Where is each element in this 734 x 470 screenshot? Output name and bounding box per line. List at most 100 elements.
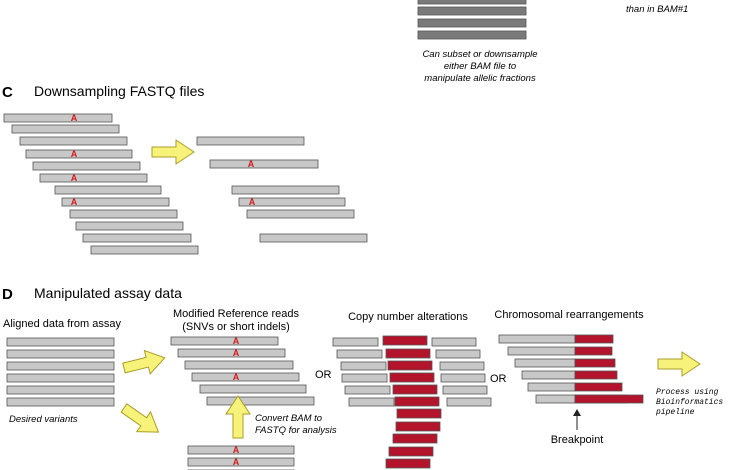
read <box>19 136 128 146</box>
read <box>11 124 120 134</box>
read <box>90 245 199 255</box>
read <box>231 185 340 195</box>
dark-read <box>417 6 527 16</box>
read <box>61 197 170 207</box>
fused-read <box>574 334 614 344</box>
panel-d: D Manipulated assay data Aligned data fr… <box>2 285 723 470</box>
variant-marker: A <box>233 445 240 455</box>
aligned-reads <box>6 337 115 407</box>
panel-c-title: Downsampling FASTQ files <box>34 83 204 99</box>
copy-number-label: Copy number alterations <box>348 311 468 323</box>
fused-read <box>574 394 644 404</box>
read <box>340 361 387 371</box>
read <box>196 136 305 146</box>
read <box>507 346 576 356</box>
panel-d-letter: D <box>2 286 13 303</box>
read <box>170 336 279 346</box>
amplified-read <box>385 458 431 469</box>
read <box>6 373 115 383</box>
read <box>39 173 148 183</box>
read <box>336 349 383 359</box>
modified-reads-label-line-1: Modified Reference reads <box>173 308 299 320</box>
fused-read <box>574 346 613 356</box>
read <box>246 209 355 219</box>
read <box>177 348 286 358</box>
read <box>6 397 115 407</box>
modified-reads-label-line-2: (SNVs or short indels) <box>182 321 290 333</box>
copy-number-reads <box>332 335 492 469</box>
desired-variants-label: Desired variants <box>9 414 78 425</box>
process-arrow <box>657 351 701 377</box>
amplified-read <box>392 384 438 395</box>
subset-caption-line-3: manipulate allelic fractions <box>424 73 536 84</box>
fastq-reads-downsampled: AA <box>196 136 368 243</box>
or-label-2: OR <box>490 373 507 385</box>
or-label-1: OR <box>315 369 332 381</box>
read <box>332 337 379 347</box>
variant-marker: A <box>249 197 256 207</box>
read <box>527 382 576 392</box>
dark-read <box>417 0 527 5</box>
read <box>191 372 300 382</box>
read <box>32 161 141 171</box>
read <box>435 349 481 359</box>
read <box>440 373 486 383</box>
variant-marker: A <box>71 197 78 207</box>
read <box>75 221 184 231</box>
read <box>82 233 192 243</box>
read <box>535 394 576 404</box>
process-label-line-2: Bioinformatics <box>656 398 723 407</box>
read <box>209 159 319 169</box>
read <box>259 233 368 243</box>
process-label-line-3: pipeline <box>655 408 695 417</box>
read <box>431 337 477 347</box>
read <box>69 209 178 219</box>
amplified-read <box>395 421 441 432</box>
variant-marker: A <box>233 336 240 346</box>
read <box>439 361 485 371</box>
read <box>6 349 115 359</box>
panel-c-letter: C <box>2 84 13 101</box>
variant-marker: A <box>233 372 240 382</box>
read <box>442 385 488 395</box>
convert-label-line-2: FASTQ for analysis <box>255 425 337 436</box>
breakpoint-label: Breakpoint <box>551 434 604 446</box>
panel-d-title: Manipulated assay data <box>34 285 182 301</box>
read <box>341 373 388 383</box>
to-fastq-arrow <box>116 397 166 443</box>
variant-marker: A <box>233 457 240 467</box>
amplified-read <box>396 408 442 419</box>
amplified-read <box>388 446 434 457</box>
fused-read <box>574 382 623 392</box>
read <box>498 334 576 344</box>
read <box>184 360 294 370</box>
read <box>6 385 115 395</box>
read <box>238 197 346 207</box>
variant-marker: A <box>71 173 78 183</box>
read <box>514 358 576 368</box>
fastq-reads: AAA <box>187 445 295 470</box>
read <box>199 384 307 394</box>
read <box>206 396 315 406</box>
variant-marker: A <box>233 348 240 358</box>
variant-marker: A <box>71 113 78 123</box>
to-modified-arrow <box>120 345 169 381</box>
amplified-read <box>387 360 433 371</box>
breakpoint-arrowhead <box>573 409 581 416</box>
read <box>344 385 391 395</box>
aligned-data-label: Aligned data from assay <box>3 318 122 330</box>
fused-read <box>574 358 616 368</box>
modified-reads: AAA <box>170 336 315 406</box>
read <box>54 185 162 195</box>
amplified-read <box>392 433 438 444</box>
read <box>521 370 576 380</box>
read <box>187 457 295 467</box>
dark-read <box>417 18 527 28</box>
amplified-read <box>385 348 431 359</box>
fused-read <box>574 370 618 380</box>
subset-caption-line-1: Can subset or downsample <box>422 49 537 60</box>
rearrangement-reads <box>498 334 644 404</box>
process-label-line-1: Process using <box>656 388 719 397</box>
